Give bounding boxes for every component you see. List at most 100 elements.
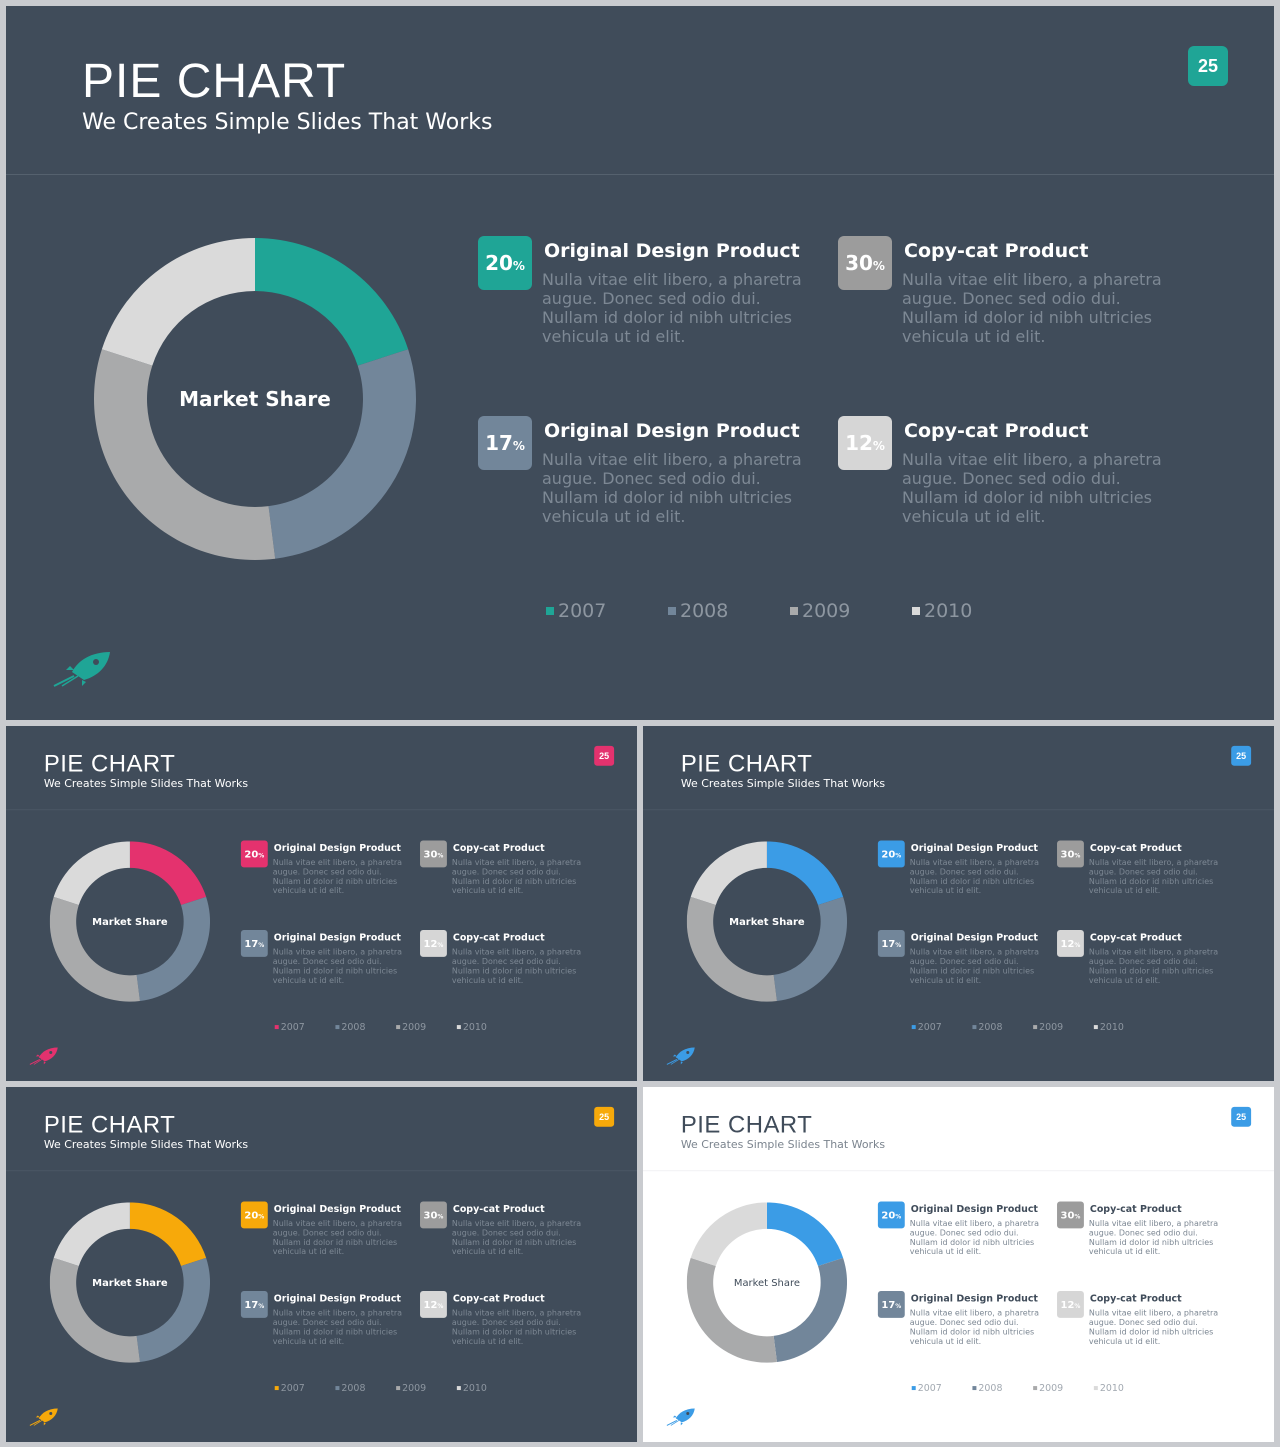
percent-badge: 17%	[877, 1291, 905, 1318]
legend-label: 2009	[1039, 1382, 1064, 1394]
chart-legend: 2007 2008 2009 2010	[546, 600, 1034, 622]
percent-badge: 17%	[478, 416, 532, 470]
percent-unit: %	[437, 941, 444, 949]
percent-value: 17	[244, 937, 259, 950]
percent-value: 30	[423, 1208, 438, 1221]
percent-unit: %	[512, 259, 525, 273]
percent-badge: 30%	[838, 236, 892, 290]
product-description: Nulla vitae elit libero, a pharetra augu…	[272, 1307, 402, 1346]
percent-badge: 12%	[838, 416, 892, 470]
slide-2[interactable]: PIE CHART We Creates Simple Slides That …	[6, 726, 637, 1081]
legend-swatch	[1033, 1025, 1038, 1030]
donut-segment-2007	[255, 238, 409, 366]
slide-subtitle: We Creates Simple Slides That Works	[43, 1138, 249, 1152]
donut-center-label: Market Share	[92, 1276, 168, 1289]
product-description: Nulla vitae elit libero, a pharetra augu…	[451, 857, 582, 896]
slide-title: PIE CHART	[43, 750, 176, 777]
percent-value: 20	[881, 1208, 896, 1221]
percent-unit: %	[895, 1212, 902, 1220]
slide-content: PIE CHART We Creates Simple Slides That …	[643, 726, 1274, 1081]
product-title: Original Design Product	[273, 1203, 401, 1215]
percent-unit: %	[258, 851, 265, 859]
donut-segment-2007	[129, 1202, 207, 1266]
slide-title: PIE CHART	[43, 1111, 176, 1138]
rocket-icon	[29, 1047, 58, 1065]
legend-swatch	[912, 607, 920, 615]
percent-value: 30	[423, 847, 438, 860]
slide-number-badge: 25	[1188, 46, 1228, 86]
legend-label: 2010	[924, 600, 973, 622]
donut-center-label: Market Share	[179, 387, 331, 411]
donut-segment-2007	[766, 841, 844, 905]
donut-segment-2010	[53, 1202, 130, 1266]
percent-unit: %	[1074, 851, 1081, 859]
product-title: Original Design Product	[910, 842, 1038, 854]
percent-badge: 20%	[877, 1201, 905, 1229]
slide-1[interactable]: PIE CHART We Creates Simple Slides That …	[6, 6, 1274, 720]
product-description: Nulla vitae elit libero, a pharetra augu…	[902, 270, 1162, 346]
slide-number-badge: 25	[1231, 745, 1252, 766]
legend-item-2008: 2008	[335, 1383, 396, 1394]
percent-unit: %	[437, 1212, 444, 1220]
product-description: Nulla vitae elit libero, a pharetra augu…	[909, 857, 1039, 896]
donut-segment-2008	[136, 896, 211, 1002]
legend-item-2007: 2007	[274, 1383, 336, 1394]
percent-value: 12	[1060, 937, 1075, 950]
percent-unit: %	[512, 439, 525, 453]
product-description: Nulla vitae elit libero, a pharetra augu…	[909, 1218, 1039, 1257]
product-title: Original Design Product	[273, 932, 401, 943]
percent-value: 17	[485, 431, 513, 455]
legend-swatch	[790, 607, 798, 615]
percent-badge: 20%	[240, 840, 268, 868]
percent-value: 12	[1060, 1298, 1075, 1311]
legend-item-2007: 2007	[911, 1022, 973, 1033]
rocket-icon	[53, 652, 110, 687]
percent-value: 20	[244, 1208, 259, 1221]
percent-unit: %	[895, 941, 902, 949]
legend-label: 2010	[462, 1021, 487, 1033]
percent-badge: 12%	[420, 930, 447, 957]
header-divider	[6, 174, 1274, 175]
donut-center-label: Market Share	[729, 915, 805, 928]
legend-swatch	[274, 1386, 279, 1391]
product-description: Nulla vitae elit libero, a pharetra augu…	[542, 270, 802, 346]
percent-unit: %	[872, 259, 885, 273]
percent-value: 30	[1060, 1208, 1075, 1221]
percent-unit: %	[258, 941, 265, 949]
product-description: Nulla vitae elit libero, a pharetra augu…	[1088, 857, 1219, 896]
donut-segment-2009	[686, 1257, 777, 1363]
product-title: Copy-cat Product	[1089, 1203, 1182, 1215]
percent-badge: 12%	[1057, 1291, 1084, 1318]
percent-badge: 17%	[240, 930, 268, 957]
product-description: Nulla vitae elit libero, a pharetra augu…	[272, 857, 402, 896]
percent-value: 20	[881, 847, 896, 860]
legend-swatch	[668, 607, 676, 615]
legend-label: 2008	[680, 600, 729, 622]
slide-3[interactable]: PIE CHART We Creates Simple Slides That …	[643, 726, 1274, 1081]
slide-title: PIE CHART	[680, 750, 813, 777]
legend-item-2010: 2010	[1093, 1383, 1155, 1394]
market-share-donut	[686, 841, 848, 1002]
percent-badge: 17%	[240, 1291, 268, 1318]
percent-unit: %	[437, 1302, 444, 1310]
slide-title: PIE CHART	[82, 55, 347, 108]
donut-segment-2009	[49, 1257, 140, 1363]
legend-swatch	[1093, 1386, 1098, 1391]
legend-label: 2008	[978, 1382, 1003, 1394]
legend-label: 2008	[341, 1021, 366, 1033]
percent-unit: %	[872, 439, 885, 453]
legend-item-2009: 2009	[790, 600, 912, 622]
slide-4[interactable]: PIE CHART We Creates Simple Slides That …	[6, 1087, 637, 1442]
percent-badge: 30%	[1057, 840, 1084, 868]
slide-subtitle: We Creates Simple Slides That Works	[43, 777, 249, 791]
donut-segment-2009	[49, 896, 140, 1002]
legend-item-2008: 2008	[668, 600, 790, 622]
slide-number-badge: 25	[594, 745, 615, 766]
legend-swatch	[396, 1025, 401, 1030]
slide-5[interactable]: PIE CHART We Creates Simple Slides That …	[643, 1087, 1274, 1442]
chart-legend: 2007 2008 2009 2010	[911, 1022, 1155, 1033]
legend-swatch	[972, 1386, 977, 1391]
market-share-donut	[49, 1202, 211, 1363]
percent-badge: 12%	[1057, 930, 1084, 957]
product-title: Original Design Product	[910, 1203, 1038, 1215]
